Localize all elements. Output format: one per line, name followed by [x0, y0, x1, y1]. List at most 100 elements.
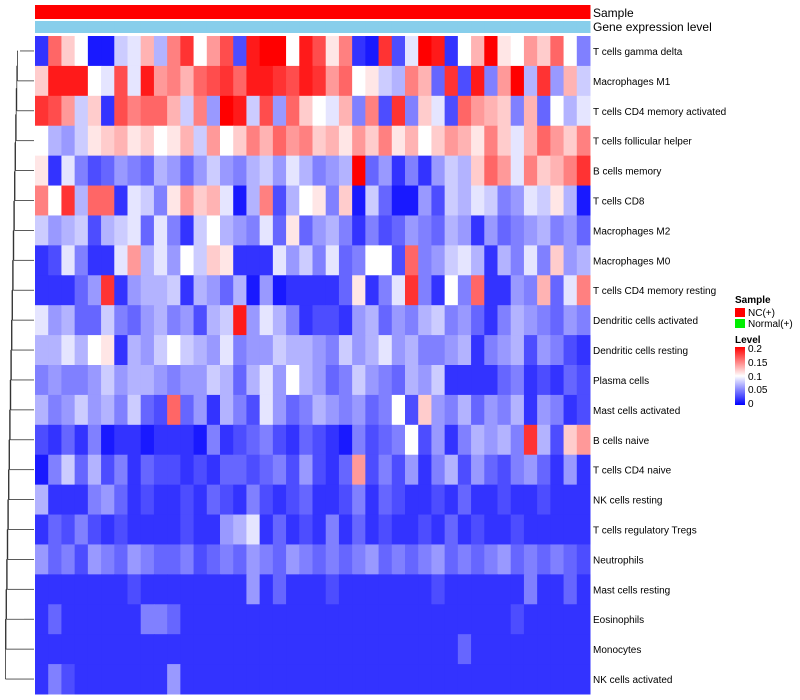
heatmap-cell — [140, 574, 155, 605]
heatmap-cell — [193, 484, 208, 516]
heatmap-cell — [576, 275, 591, 306]
heatmap-cell — [523, 394, 538, 426]
heatmap-cell — [167, 544, 181, 575]
heatmap-cell — [471, 604, 485, 635]
heatmap-cell — [457, 125, 472, 157]
heatmap-cell — [563, 394, 578, 426]
heatmap-cell — [444, 574, 459, 605]
row-labels: T cells gamma delta Macrophages M1 T cells… — [593, 47, 726, 686]
heatmap-cell — [563, 305, 578, 336]
heatmap-cell — [405, 514, 419, 545]
heatmap-cell — [259, 574, 274, 605]
heatmap-cell — [352, 634, 366, 665]
heatmap-cell — [167, 394, 181, 426]
heatmap-cell — [338, 65, 353, 97]
heatmap-cell — [457, 185, 472, 216]
heatmap-cell — [550, 454, 565, 486]
heatmap-cell — [550, 36, 565, 67]
heatmap-cell — [206, 335, 221, 366]
heatmap-cell — [87, 365, 102, 396]
heatmap-cell — [563, 454, 578, 486]
heatmap-cell — [259, 424, 274, 456]
heatmap-cell — [457, 604, 472, 635]
level-annotation-cell — [537, 21, 551, 33]
heatmap-cell — [246, 245, 261, 276]
heatmap-cell — [272, 484, 287, 516]
heatmap-cell — [140, 484, 155, 516]
heatmap-cell — [405, 125, 419, 157]
level-annotation-cell — [48, 21, 62, 33]
heatmap-cell — [431, 424, 446, 456]
heatmap-cell — [48, 634, 62, 665]
heatmap-cell — [259, 664, 274, 695]
heatmap-cell — [48, 514, 62, 545]
heatmap-cell — [444, 514, 459, 545]
heatmap-cell — [74, 335, 89, 366]
level-annotation-cell — [431, 21, 446, 33]
heatmap-cell — [312, 185, 327, 216]
heatmap-cell — [246, 215, 261, 246]
heatmap-cell — [167, 125, 181, 157]
heatmap-cell — [312, 245, 327, 276]
heatmap-cell — [431, 664, 446, 695]
heatmap-cell — [246, 65, 261, 97]
heatmap-cell — [444, 215, 459, 246]
heatmap-cell — [114, 484, 128, 516]
heatmap-cell — [325, 185, 340, 216]
heatmap-cell — [74, 185, 89, 216]
heatmap-cell — [405, 185, 419, 216]
heatmap-cell — [457, 215, 472, 246]
heatmap-cell — [444, 604, 459, 635]
heatmap-cell — [312, 394, 327, 426]
heatmap-cell — [523, 335, 538, 366]
heatmap-cell — [233, 664, 247, 695]
row-label: T cells regulatory Tregs — [593, 526, 697, 537]
heatmap-cell — [484, 604, 498, 635]
heatmap-cell — [220, 215, 234, 246]
heatmap-cell — [206, 185, 221, 216]
heatmap-cell — [537, 365, 551, 396]
heatmap-cell — [206, 95, 221, 127]
heatmap-cell — [272, 95, 287, 127]
heatmap-cell — [220, 574, 234, 605]
heatmap-cell — [87, 664, 102, 695]
heatmap-cell — [312, 65, 327, 97]
heatmap-cell — [312, 125, 327, 157]
heatmap-cell — [140, 245, 155, 276]
heatmap-cells — [35, 36, 591, 695]
heatmap-cell — [563, 95, 578, 127]
heatmap-cell — [140, 514, 155, 545]
heatmap-cell — [457, 365, 472, 396]
heatmap-cell — [167, 424, 181, 456]
heatmap-cell — [127, 574, 142, 605]
heatmap-cell — [180, 155, 195, 187]
heatmap-cell — [444, 664, 459, 695]
heatmap-cell — [325, 664, 340, 695]
heatmap-cell — [193, 215, 208, 246]
heatmap-cell — [48, 275, 62, 306]
heatmap-cell — [325, 544, 340, 575]
row-label: Dendritic cells activated — [593, 316, 698, 327]
sample-annotation-cell — [167, 5, 181, 19]
heatmap-cell — [312, 424, 327, 456]
heatmap-cell — [378, 394, 393, 426]
heatmap-cell — [180, 335, 195, 366]
heatmap-cell — [193, 544, 208, 575]
heatmap-cell — [537, 514, 551, 545]
heatmap-cell — [114, 514, 128, 545]
heatmap-cell — [233, 544, 247, 575]
heatmap-cell — [352, 305, 366, 336]
heatmap-cell — [167, 36, 181, 67]
heatmap-cell — [484, 424, 498, 456]
heatmap-cell — [127, 245, 142, 276]
heatmap-cell — [418, 275, 432, 306]
heatmap-cell — [497, 125, 512, 157]
heatmap-cell — [550, 275, 565, 306]
sample-annotation-cell — [153, 5, 168, 19]
heatmap-cell — [418, 394, 432, 426]
heatmap-cell — [365, 305, 380, 336]
heatmap-cell — [180, 185, 195, 216]
heatmap-cell — [61, 454, 76, 486]
heatmap-cell — [61, 275, 76, 306]
